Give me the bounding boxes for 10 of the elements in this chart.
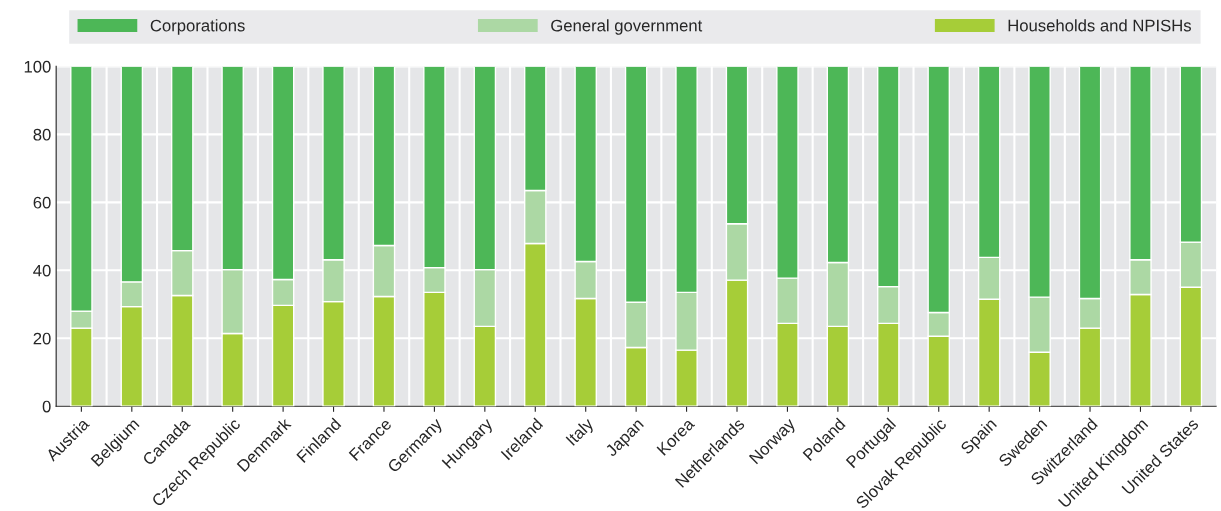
y-tick-label: 80 — [33, 128, 51, 141]
legend-label: Households and NPISHs — [1008, 19, 1191, 32]
y-tick-label: 20 — [33, 332, 51, 345]
y-tick-label: 60 — [33, 196, 51, 209]
y-tick-label: 100 — [24, 60, 51, 73]
y-tick-label: 0 — [42, 400, 51, 413]
x-tick-label: Italy — [565, 416, 597, 449]
legend-label: General government — [551, 19, 703, 35]
y-tick-label: 40 — [33, 264, 51, 277]
legend-label: Corporations — [150, 19, 245, 35]
